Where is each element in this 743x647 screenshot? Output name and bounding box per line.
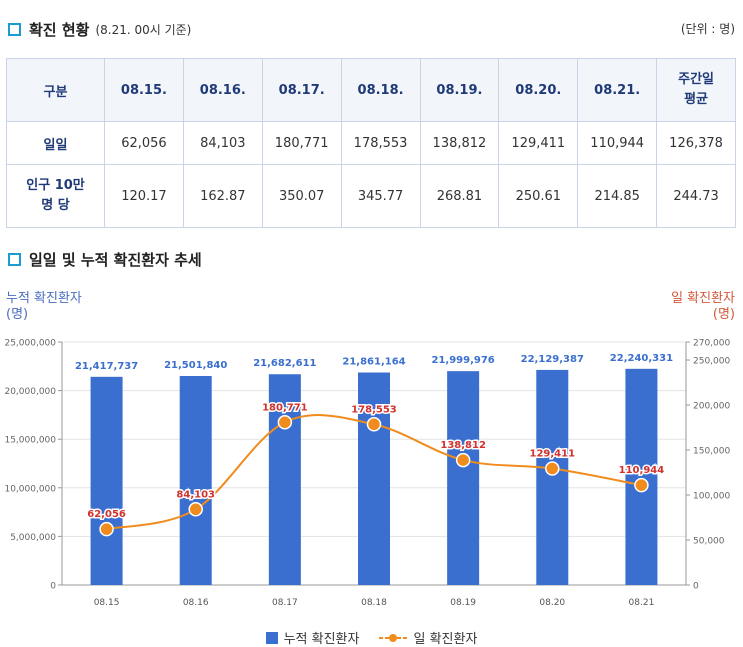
right-axis-tick-label: 250,000	[693, 357, 730, 367]
bar	[90, 376, 123, 585]
left-axis-title: 누적 확진환자 (명)	[6, 291, 82, 322]
table-header-cell: 08.16.	[182, 58, 263, 122]
legend-bar-swatch-icon	[265, 631, 278, 644]
x-axis-tick-label: 08.18	[361, 598, 387, 608]
line-value-label: 178,553	[351, 404, 397, 415]
section-bullet-icon	[8, 253, 21, 266]
right-axis-tick-label: 0	[693, 582, 699, 592]
table-header-cell: 구분	[6, 58, 105, 122]
status-table: 구분 08.15. 08.16. 08.17. 08.18. 08.19. 08…	[6, 58, 736, 228]
table-cell: 162.87	[182, 164, 263, 228]
table-row: 일일 62,056 84,103 180,771 178,553 138,812…	[6, 121, 736, 165]
legend-line-label: 일 확진환자	[413, 632, 478, 647]
table-cell: 138,812	[419, 121, 500, 165]
legend-bar-label: 누적 확진환자	[283, 632, 360, 647]
x-axis-tick-label: 08.16	[183, 598, 209, 608]
right-axis-tick-label: 50,000	[693, 537, 725, 547]
chart-section-title: 일일 및 누적 확진환자 추세	[8, 249, 202, 270]
table-cell: 244.73	[656, 164, 736, 228]
right-axis-tick-label: 200,000	[693, 402, 730, 412]
bar-value-label: 21,417,737	[75, 361, 138, 372]
table-header-cell: 08.20.	[498, 58, 579, 122]
chart-title: 일일 및 누적 확진환자 추세	[29, 251, 202, 269]
left-axis-tick-label: 5,000,000	[10, 533, 56, 543]
table-cell: 120.17	[104, 164, 184, 228]
left-axis-tick-label: 25,000,000	[4, 339, 56, 349]
table-header-cell: 08.15.	[104, 58, 184, 122]
bar-value-label: 21,999,976	[432, 355, 495, 366]
line-point	[366, 417, 382, 432]
right-axis-title: 일 확진환자 (명)	[671, 291, 735, 322]
bar	[179, 376, 212, 585]
line-point	[545, 461, 560, 476]
right-axis-tick-label: 150,000	[693, 447, 730, 457]
bar	[447, 371, 480, 585]
status-title: 확진 현황	[29, 21, 90, 39]
x-axis-tick-label: 08.15	[94, 598, 120, 608]
table-cell: 350.07	[261, 164, 342, 228]
table-row: 인구 10만 명 당 120.17 162.87 350.07 345.77 2…	[6, 164, 736, 228]
x-axis-tick-label: 08.21	[629, 598, 655, 608]
bar-value-label: 22,129,387	[521, 354, 584, 365]
table-cell: 250.61	[498, 164, 579, 228]
unit-label: (단위 : 명)	[680, 22, 735, 36]
x-axis-tick-label: 08.19	[450, 598, 476, 608]
line-point	[634, 477, 649, 493]
table-cell: 129,411	[498, 121, 579, 165]
left-axis-tick-label: 10,000,000	[4, 484, 56, 494]
line-point	[455, 452, 471, 468]
table-cell: 214.85	[577, 164, 658, 228]
table-header-row: 구분 08.15. 08.16. 08.17. 08.18. 08.19. 08…	[6, 58, 736, 122]
bar-value-label: 21,861,164	[342, 357, 405, 368]
bar-value-label: 22,240,331	[610, 353, 673, 364]
table-header-cell: 08.18.	[340, 58, 421, 122]
line-value-label: 110,944	[619, 465, 665, 476]
line-value-label: 180,771	[262, 402, 308, 413]
right-axis-tick-label: 270,000	[693, 339, 730, 349]
table-cell: 126,378	[656, 121, 736, 165]
line-value-label: 138,812	[440, 440, 486, 451]
right-axis-tick-label: 100,000	[693, 492, 730, 502]
line-value-label: 129,411	[530, 449, 576, 460]
bar-value-label: 21,682,611	[253, 358, 316, 369]
table-header-cell: 08.19.	[419, 58, 500, 122]
left-axis-tick-label: 20,000,000	[4, 387, 56, 397]
bar-value-label: 21,501,840	[164, 360, 227, 371]
status-subtitle: (8.21. 00시 기준)	[95, 23, 192, 37]
table-cell: 110,944	[577, 121, 658, 165]
table-row-label: 일일	[6, 121, 105, 165]
line-value-label: 84,103	[176, 489, 215, 500]
table-header-cell: 주간일 평균	[656, 58, 736, 122]
table-cell: 178,553	[340, 121, 421, 165]
x-axis-tick-label: 08.17	[272, 598, 298, 608]
bar	[268, 374, 301, 585]
bar	[358, 372, 390, 585]
status-section-title: 확진 현황 (8.21. 00시 기준)	[8, 19, 191, 40]
legend-line-swatch-icon	[379, 632, 408, 644]
table-row-label: 인구 10만 명 당	[6, 164, 105, 228]
bar	[625, 368, 658, 585]
section-bullet-icon	[8, 23, 21, 36]
left-axis-tick-label: 15,000,000	[4, 436, 56, 446]
line-point	[277, 415, 293, 430]
x-axis-tick-label: 08.20	[539, 598, 565, 608]
left-axis-tick-label: 0	[50, 582, 56, 592]
line-point	[99, 521, 114, 537]
bar	[536, 369, 569, 585]
line-point	[188, 502, 203, 517]
chart-legend: 누적 확진환자 일 확진환자	[0, 628, 743, 647]
table-cell: 345.77	[340, 164, 421, 228]
line-value-label: 62,056	[87, 509, 126, 520]
